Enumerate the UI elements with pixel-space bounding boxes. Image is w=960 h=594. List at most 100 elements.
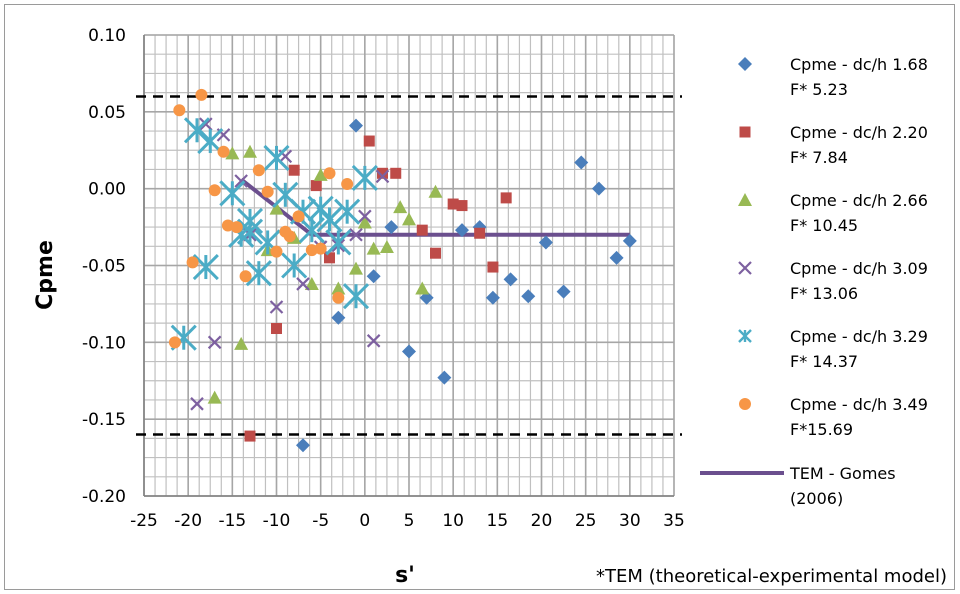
y-tick-label: -0.20: [82, 487, 126, 507]
data-point: [521, 289, 536, 304]
data-point: [342, 283, 370, 310]
data-point: [239, 270, 252, 283]
data-point: [245, 260, 272, 287]
data-point: [304, 276, 319, 290]
x-tick-label: 5: [404, 511, 415, 531]
series-6: [168, 88, 354, 349]
data-point: [234, 336, 249, 350]
data-point: [416, 224, 428, 236]
y-tick-label: -0.05: [82, 257, 126, 277]
legend-label: Cpme - dc/h 2.66: [790, 191, 928, 210]
data-point: [447, 198, 459, 210]
data-point: [455, 223, 469, 238]
data-point: [393, 200, 408, 214]
data-point: [357, 215, 372, 229]
legend-label-sub: F* 7.84: [790, 148, 848, 167]
data-point: [313, 167, 328, 181]
data-point: [500, 192, 512, 204]
data-point: [296, 438, 310, 453]
data-point: [269, 201, 284, 215]
data-point: [288, 164, 300, 176]
data-point: [622, 233, 637, 248]
data-point: [366, 269, 381, 284]
data-point: [430, 247, 441, 259]
data-point: [363, 135, 375, 147]
legend-label: Cpme - dc/h 3.29: [790, 327, 928, 346]
data-point: [173, 104, 186, 117]
data-points: [168, 88, 637, 453]
legend-label-sub: F* 10.45: [790, 216, 858, 235]
data-point: [428, 184, 443, 198]
data-point: [298, 217, 325, 244]
data-point: [377, 167, 388, 179]
data-point: [263, 144, 290, 171]
legend-marker: [739, 398, 751, 410]
data-point: [270, 245, 283, 258]
x-tick-label: -10: [263, 511, 291, 531]
data-point: [219, 180, 246, 207]
data-point: [217, 145, 230, 158]
data-point: [349, 227, 363, 242]
x-tick-label: -20: [174, 511, 202, 531]
data-point: [437, 370, 452, 385]
legend-marker: [738, 57, 752, 71]
data-point: [487, 261, 499, 273]
data-point: [261, 185, 274, 198]
data-point: [183, 117, 211, 144]
legend-label: TEM - Gomes: [789, 464, 896, 483]
legend-label: Cpme - dc/h 2.20: [790, 123, 928, 142]
series-2: [244, 135, 512, 442]
legend-label-sub: F* 5.23: [790, 80, 848, 99]
data-point: [485, 290, 500, 305]
data-point: [331, 310, 346, 325]
legend-marker: [739, 126, 751, 138]
data-point: [609, 250, 624, 265]
data-point: [207, 335, 222, 350]
data-point: [402, 212, 416, 226]
tick-labels: 0.10 0.05 0.00 -0.05 -0.10 -0.15 -0.20-25 -20 -1…: [82, 26, 685, 531]
data-point: [281, 252, 308, 279]
data-point: [168, 336, 181, 349]
data-point: [252, 164, 265, 177]
reference-lines: [136, 95, 682, 436]
legend-marker: [738, 193, 752, 206]
data-point: [503, 272, 518, 287]
data-point: [225, 146, 240, 160]
data-point: [349, 118, 363, 133]
data-point: [199, 117, 213, 131]
data-point: [236, 218, 264, 245]
legend-marker: [738, 261, 752, 275]
legend-label-sub: F*15.69: [790, 420, 853, 439]
x-tick-label: -5: [312, 511, 329, 531]
data-point: [358, 209, 372, 224]
x-tick-label: 15: [487, 511, 509, 531]
x-tick-label: 10: [442, 511, 464, 531]
data-point: [195, 88, 208, 101]
data-point: [325, 229, 352, 256]
x-tick-label: -25: [130, 511, 158, 531]
data-point: [323, 167, 336, 180]
data-point: [292, 210, 305, 223]
y-tick-label: -0.10: [82, 333, 126, 353]
data-point: [331, 281, 346, 295]
legend-label-sub: (2006): [790, 489, 843, 508]
data-point: [415, 281, 430, 295]
legend-marker: [738, 329, 752, 343]
x-tick-label: 30: [619, 511, 641, 531]
x-tick-label: 35: [663, 511, 685, 531]
data-point: [334, 198, 361, 225]
model-note: *TEM (theoretical-experimental model): [596, 566, 947, 587]
data-point: [243, 144, 257, 158]
legend-label: Cpme - dc/h 3.09: [790, 259, 928, 278]
y-tick-label: -0.15: [82, 410, 126, 430]
data-point: [341, 178, 354, 191]
data-point: [474, 227, 486, 239]
data-point: [207, 390, 222, 404]
data-point: [314, 242, 327, 255]
data-point: [310, 180, 322, 192]
y-tick-label: 0.10: [88, 26, 126, 46]
data-point: [279, 225, 292, 238]
data-point: [574, 155, 589, 170]
x-tick-label: -15: [218, 511, 246, 531]
